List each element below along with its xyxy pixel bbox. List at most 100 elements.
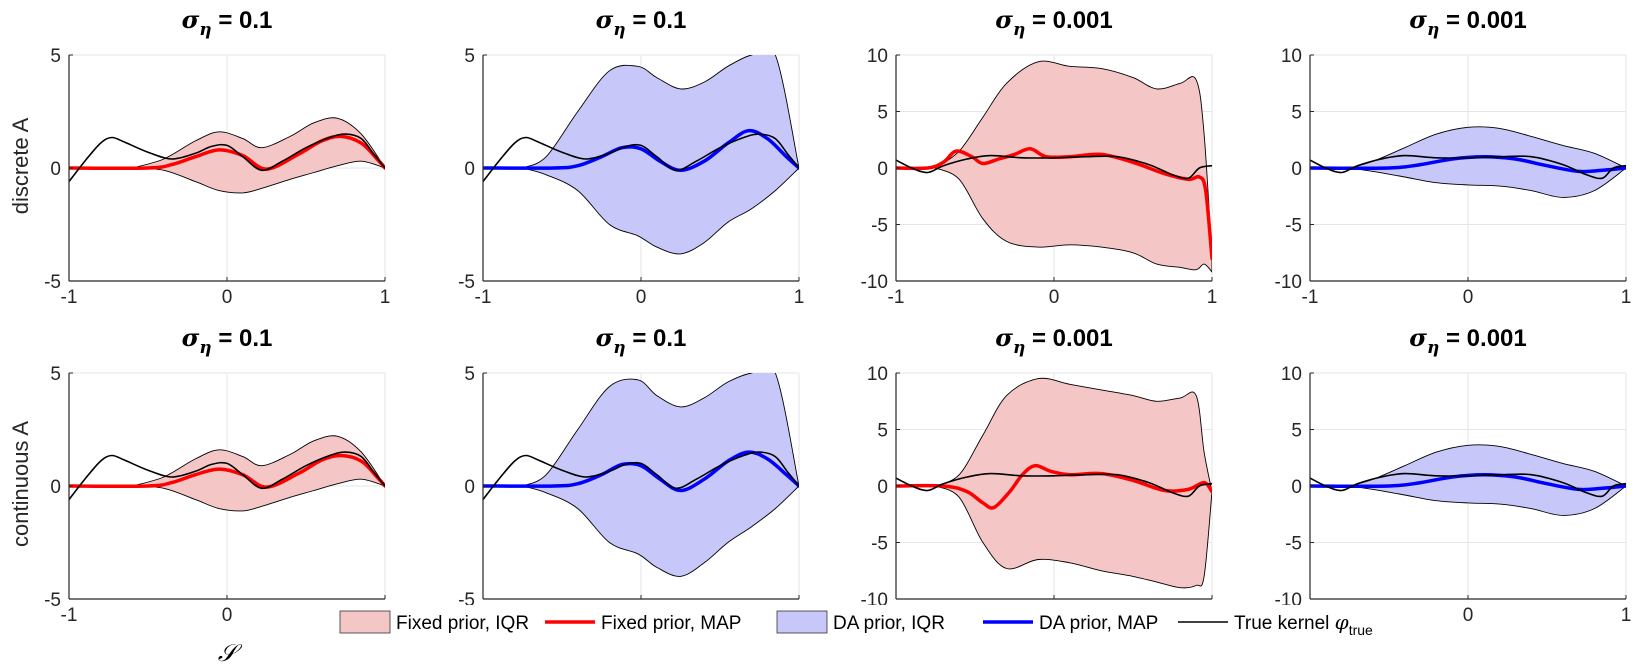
y-tick-label: 5	[50, 46, 61, 67]
legend-patch	[776, 610, 828, 634]
plot-area	[896, 377, 1212, 589]
y-tick-label: 10	[867, 46, 888, 67]
legend-item: DA prior, MAP	[983, 613, 1158, 634]
y-tick-label: -5	[44, 590, 61, 611]
iqr-band	[132, 117, 385, 194]
x-axis-label: 𝒮	[218, 639, 243, 667]
iqr-band	[132, 435, 385, 512]
plot-area	[896, 60, 1212, 273]
true-kernel-line	[69, 451, 385, 501]
y-tick-label: 10	[1281, 46, 1302, 67]
y-tick-label: 5	[1291, 103, 1302, 124]
x-tick-label: -1	[61, 287, 78, 308]
x-tick-label: 0	[222, 605, 233, 626]
legend-label: DA prior, MAP	[1039, 613, 1158, 634]
y-tick-label: -5	[458, 272, 475, 293]
x-tick-label: 1	[380, 287, 391, 308]
subplot-title: ση = 0.001	[995, 5, 1113, 40]
true-kernel-line	[1310, 154, 1626, 180]
y-tick-label: -5	[871, 216, 888, 237]
y-tick-label: 0	[1291, 477, 1302, 498]
subplot-title: ση = 0.1	[182, 5, 273, 40]
x-tick-label: 1	[794, 287, 805, 308]
subplot-title: ση = 0.001	[1409, 323, 1527, 358]
y-tick-label: 5	[877, 421, 888, 442]
row-label-discrete: discrete A	[8, 117, 33, 214]
iqr-band	[521, 373, 799, 577]
y-tick-label: 5	[50, 364, 61, 385]
true-kernel-line	[69, 133, 385, 183]
x-tick-label: 0	[1463, 605, 1474, 626]
plot-area	[69, 117, 385, 194]
true-kernel-line	[483, 451, 799, 501]
legend-label: Fixed prior, IQR	[396, 613, 529, 634]
legend-item: Fixed prior, MAP	[545, 613, 741, 634]
y-tick-label: -5	[1285, 534, 1302, 555]
iqr-band	[934, 377, 1212, 589]
x-tick-label: 0	[222, 287, 233, 308]
y-tick-label: 10	[867, 364, 888, 385]
y-tick-label: 0	[1291, 159, 1302, 180]
legend-item: Fixed prior, IQR	[339, 610, 529, 634]
iqr-band	[1349, 444, 1626, 516]
y-tick-label: 0	[877, 477, 888, 498]
iqr-band	[934, 60, 1212, 273]
y-tick-label: 10	[1281, 364, 1302, 385]
subplot-title: ση = 0.1	[596, 5, 687, 40]
true-kernel-line	[896, 154, 1212, 180]
legend-item: True kernel φtrue	[1178, 610, 1373, 638]
x-tick-label: 1	[1621, 605, 1632, 626]
x-tick-label: 1	[1621, 287, 1632, 308]
plot-area	[1310, 444, 1626, 516]
legend-label: Fixed prior, MAP	[601, 613, 741, 634]
subplot-title: ση = 0.1	[182, 323, 273, 358]
y-tick-label: -5	[871, 534, 888, 555]
subplot-r1-c1: -1 0 1 -5 0 5 ση = 0.1	[44, 5, 390, 308]
y-tick-label: 5	[877, 103, 888, 124]
iqr-band	[521, 55, 799, 255]
y-tick-label: 0	[464, 477, 475, 498]
iqr-band	[1349, 126, 1626, 198]
legend-patch	[339, 610, 391, 634]
x-tick-label: 1	[1207, 287, 1218, 308]
y-tick-label: 5	[464, 46, 475, 67]
plot-area	[483, 373, 799, 577]
map-line	[896, 147, 1212, 261]
y-tick-label: -10	[861, 272, 888, 293]
map-line	[896, 463, 1212, 510]
y-tick-label: 0	[50, 159, 61, 180]
true-kernel-line	[1310, 472, 1626, 498]
subplot-r1-c2: -1 0 1 -5 0 5 ση = 0.1	[458, 5, 804, 308]
y-tick-label: 0	[464, 159, 475, 180]
true-kernel-line	[896, 472, 1212, 498]
plot-area	[1310, 126, 1626, 198]
subplot-title: ση = 0.1	[596, 323, 687, 358]
x-tick-label: -1	[1302, 287, 1319, 308]
y-tick-label: 5	[464, 364, 475, 385]
x-tick-label: -1	[888, 287, 905, 308]
true-kernel-line	[483, 133, 799, 183]
subplot-title: ση = 0.001	[995, 323, 1113, 358]
legend-item: DA prior, IQR	[776, 610, 945, 634]
y-tick-label: -10	[1275, 272, 1302, 293]
x-tick-label: 0	[1463, 287, 1474, 308]
y-tick-label: 0	[877, 159, 888, 180]
y-tick-label: 0	[50, 477, 61, 498]
plot-area	[483, 55, 799, 255]
y-tick-label: 5	[1291, 421, 1302, 442]
row-label-continuous: continuous A	[8, 421, 33, 547]
plot-area	[69, 435, 385, 512]
legend-label: DA prior, IQR	[833, 613, 945, 634]
legend-label: True kernel φtrue	[1234, 610, 1373, 638]
legend: Fixed prior, IQR Fixed prior, MAP DA prior…	[323, 605, 1394, 638]
y-tick-label: -5	[1285, 216, 1302, 237]
y-tick-label: -5	[44, 272, 61, 293]
